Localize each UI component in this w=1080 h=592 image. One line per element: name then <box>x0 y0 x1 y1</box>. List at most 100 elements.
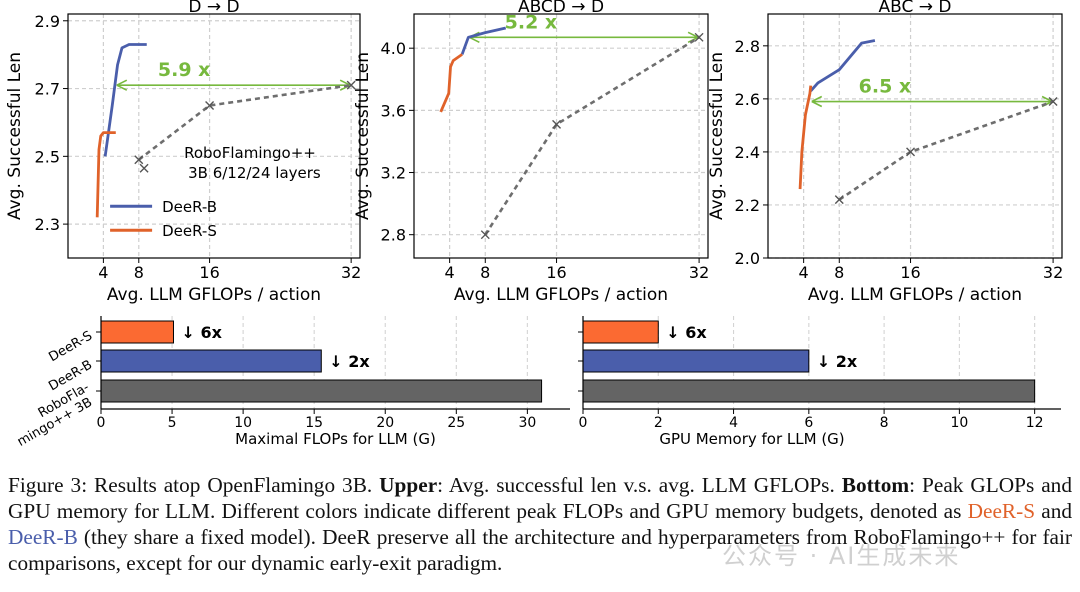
bar-panel-2: ↓ 6x ↓ 2x 0 2 4 6 8 10 12 GPU Memory for LLM (G) <box>578 316 1061 448</box>
x-tick-label: 4 <box>799 263 809 282</box>
x-tick-label: 8 <box>134 263 144 282</box>
x-tick-label: 20 <box>376 415 394 431</box>
x-tick-label: 10 <box>234 415 252 431</box>
figure-caption: Figure 3: Results atop OpenFlamingo 3B. … <box>8 472 1072 576</box>
series-line-deer-b <box>103 43 147 157</box>
y-tick-label: 2.4 <box>735 143 760 162</box>
y-tick-label: 2.5 <box>35 147 60 166</box>
bar-label: ↓ 6x <box>666 323 707 342</box>
bar-deer-s <box>100 320 174 344</box>
x-tick-label: 5 <box>168 415 177 431</box>
x-tick-label: 16 <box>546 263 566 282</box>
series-line-deer-s <box>439 53 463 113</box>
caption-deer-b: DeeR-B <box>8 525 78 549</box>
x-tick-label: 25 <box>447 415 465 431</box>
chart-title: ABCD → D <box>518 0 604 17</box>
x-tick-label: 8 <box>480 263 490 282</box>
y-tick-label: 2.6 <box>735 90 760 109</box>
caption-tail: (they share a fixed model). DeeR preserv… <box>8 525 1072 575</box>
x-tick-label: 16 <box>900 263 920 282</box>
bar-panel-1: ↓ 6x ↓ 2x 0 5 10 15 20 25 30 Maximal FLOPs for LL… <box>15 316 570 450</box>
x-axis-label: GPU Memory for LLM (G) <box>659 430 844 448</box>
plot-frame <box>767 13 1063 259</box>
bar-deer-s <box>582 320 659 344</box>
plot-frame <box>413 13 709 259</box>
y-tick-label: 4.0 <box>381 39 406 58</box>
data-point-roboflamingo <box>205 101 215 110</box>
speedup-annotation: 6.5 x <box>859 76 912 98</box>
x-tick-label: 4 <box>729 415 738 431</box>
legend: RoboFlamingo++ 3B 6/12/24 layers DeeR-B Dee… <box>110 144 321 240</box>
caption-deer-s: DeeR-S <box>967 499 1036 523</box>
plot-frame <box>67 13 361 259</box>
x-tick-label: 6 <box>804 415 813 431</box>
data-point-roboflamingo <box>906 147 916 157</box>
y-tick-label: 2.8 <box>381 226 406 245</box>
y-tick-label: 2.2 <box>735 196 760 215</box>
data-point-roboflamingo <box>552 119 562 129</box>
data-point-roboflamingo <box>694 32 704 42</box>
series-line-roboflamingo <box>838 100 1054 201</box>
x-tick-label: 4 <box>445 263 455 282</box>
y-axis-label: Avg. Successful Len <box>5 52 25 220</box>
x-tick-label: 8 <box>834 263 844 282</box>
x-axis-label: Avg. LLM GFLOPs / action <box>808 285 1022 305</box>
x-axis-label: Avg. LLM GFLOPs / action <box>107 285 321 305</box>
legend-label-deer-s: DeeR-S <box>162 222 217 240</box>
y-tick-label: 3.6 <box>381 101 406 120</box>
x-tick-label: 16 <box>199 263 219 282</box>
legend-label-roboflamingo: RoboFlamingo++ <box>184 144 316 162</box>
bar-label: ↓ 2x <box>817 352 858 371</box>
bar-roboflamingo <box>582 379 1036 403</box>
x-axis-label: Maximal FLOPs for LLM (G) <box>235 430 436 448</box>
x-tick-label: 32 <box>341 263 361 282</box>
line-panel-3: 4 8 16 32 2.0 2.2 2.4 2.6 2.8 ABC → D Avg. LLM GFL… <box>707 0 1063 305</box>
x-tick-label: 0 <box>579 415 588 431</box>
data-point-roboflamingo <box>346 80 356 90</box>
x-tick-label: 12 <box>1026 415 1044 431</box>
data-point-roboflamingo <box>134 155 144 165</box>
series-line-deer-b <box>460 26 507 55</box>
legend-label-roboflamingo-2: 3B 6/12/24 layers <box>188 164 321 182</box>
x-tick-label: 10 <box>950 415 968 431</box>
x-tick-label: 30 <box>518 415 536 431</box>
data-point-roboflamingo <box>834 195 844 205</box>
caption-upper-label: Upper <box>379 473 438 497</box>
x-tick-label: 15 <box>305 415 323 431</box>
speedup-arrowhead-left <box>811 95 823 108</box>
y-tick-label: 2.8 <box>735 37 760 56</box>
figure-3: 4 8 16 32 2.3 2.5 2.7 2.9 D → D Avg. LLM GFLOPs /… <box>5 0 1063 450</box>
caption-bottom-label: Bottom <box>841 473 910 497</box>
legend-label-deer-b: DeeR-B <box>162 198 217 216</box>
x-tick-label: 4 <box>98 263 108 282</box>
x-tick-label: 2 <box>654 415 663 431</box>
y-tick-label: 2.7 <box>35 80 60 99</box>
chart-title: ABC → D <box>878 0 951 17</box>
x-axis-label: Avg. LLM GFLOPs / action <box>454 285 668 305</box>
y-tick-label: 3.2 <box>381 164 406 183</box>
bar-label: ↓ 6x <box>181 323 222 342</box>
x-tick-label: 32 <box>1043 263 1063 282</box>
series-line-roboflamingo <box>484 36 700 236</box>
watermark: 公众号 · AI生成未来 <box>722 542 961 570</box>
caption-figure-label: Figure 3: Results atop OpenFlamingo 3B. <box>8 473 380 497</box>
legend-marker-roboflamingo <box>139 163 149 173</box>
bar-label: ↓ 2x <box>329 352 370 371</box>
x-tick-label: 32 <box>689 263 709 282</box>
y-axis-label: Avg. Successful Len <box>707 52 727 220</box>
bar-deer-b <box>582 349 810 373</box>
bar-roboflamingo <box>100 379 543 403</box>
y-tick-label: 2.9 <box>35 12 60 31</box>
speedup-arrowhead-left <box>116 79 128 91</box>
data-point-roboflamingo <box>1048 97 1058 107</box>
series-line-roboflamingo <box>137 83 352 161</box>
line-panel-1: 4 8 16 32 2.3 2.5 2.7 2.9 D → D Avg. LLM GFLOPs /… <box>5 0 361 305</box>
y-tick-label: 2.3 <box>35 215 60 234</box>
caption-and: and <box>1035 499 1072 523</box>
data-point-roboflamingo <box>480 230 490 240</box>
series-line-deer-b <box>809 39 876 92</box>
bar-deer-b <box>100 349 322 373</box>
line-panel-2: 4 8 16 32 2.8 3.2 3.6 4.0 ABCD → D Avg. LLM GFLOP… <box>353 0 709 305</box>
speedup-annotation: 5.2 x <box>505 11 558 33</box>
x-tick-label: 0 <box>97 415 106 431</box>
